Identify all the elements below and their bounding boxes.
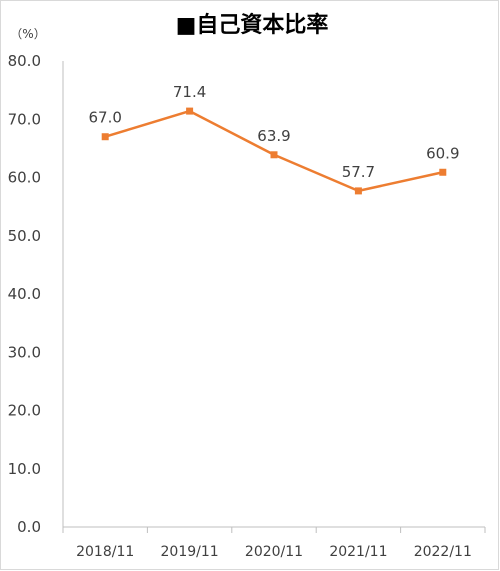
y-tick-label: 0.0 xyxy=(17,518,41,536)
x-tick-label: 2020/11 xyxy=(245,544,303,560)
x-tick-label: 2021/11 xyxy=(329,544,387,560)
y-tick-label: 60.0 xyxy=(8,169,41,187)
data-point-marker xyxy=(354,187,362,195)
data-label: 57.7 xyxy=(342,163,375,181)
x-tick-labels: 2018/11 2019/11 2020/11 2021/11 2022/11 xyxy=(62,527,486,560)
data-point-marker xyxy=(439,168,447,176)
data-point-marker xyxy=(186,107,194,115)
x-tick-label: 2018/11 xyxy=(76,544,134,560)
data-point-marker xyxy=(270,151,278,159)
series-line xyxy=(104,109,444,193)
y-tick-label: 80.0 xyxy=(8,52,41,70)
y-tick-label: 10.0 xyxy=(8,460,41,478)
y-tick-label: 70.0 xyxy=(8,110,41,128)
chart-title: ■自己資本比率 xyxy=(176,12,329,38)
x-tick-label: 2019/11 xyxy=(161,544,219,560)
data-labels: 67.0 71.4 63.9 57.7 60.9 xyxy=(88,83,459,181)
series-group xyxy=(101,107,447,195)
y-tick-labels: 0.0 10.0 20.0 30.0 40.0 50.0 60.0 70.0 80.0 xyxy=(8,52,41,536)
y-unit-label: （%） xyxy=(10,27,45,41)
data-label: 71.4 xyxy=(173,83,206,101)
y-tick-label: 30.0 xyxy=(8,343,41,361)
x-tick-label: 2022/11 xyxy=(414,544,472,560)
y-tick-label: 50.0 xyxy=(8,227,41,245)
data-point-marker xyxy=(101,133,109,141)
data-label: 60.9 xyxy=(426,144,459,162)
data-label: 63.9 xyxy=(257,127,290,145)
y-tick-label: 40.0 xyxy=(8,285,41,303)
y-tick-label: 20.0 xyxy=(8,402,41,420)
data-label: 67.0 xyxy=(88,109,121,127)
